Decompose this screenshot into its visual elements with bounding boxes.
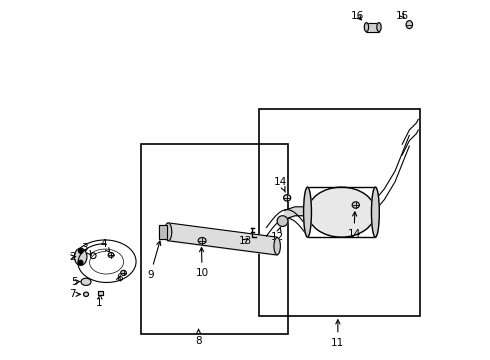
Ellipse shape: [198, 238, 206, 244]
Ellipse shape: [304, 187, 312, 237]
Circle shape: [78, 249, 83, 253]
Text: 11: 11: [331, 320, 344, 347]
Text: 5: 5: [71, 277, 80, 287]
Ellipse shape: [274, 238, 280, 255]
Text: 2: 2: [70, 252, 76, 262]
Ellipse shape: [74, 248, 87, 265]
Text: 15: 15: [395, 11, 409, 21]
Ellipse shape: [165, 223, 172, 241]
Ellipse shape: [284, 195, 291, 201]
Text: 3: 3: [82, 243, 92, 255]
Text: 13: 13: [238, 236, 252, 246]
Ellipse shape: [108, 252, 114, 257]
Text: 14: 14: [347, 212, 361, 239]
Text: 1: 1: [97, 295, 103, 308]
Bar: [367, 23, 379, 32]
Ellipse shape: [121, 270, 126, 275]
Ellipse shape: [352, 202, 359, 208]
Ellipse shape: [377, 23, 381, 32]
Polygon shape: [367, 23, 379, 32]
Text: 12: 12: [270, 227, 284, 242]
Bar: [159, 225, 168, 239]
Text: 4: 4: [100, 239, 110, 252]
Bar: [98, 292, 103, 295]
Circle shape: [78, 260, 83, 265]
Text: 10: 10: [196, 248, 209, 278]
Text: 8: 8: [195, 329, 202, 346]
Text: 6: 6: [116, 273, 122, 283]
Text: 9: 9: [147, 241, 161, 280]
Bar: [98, 292, 103, 295]
Ellipse shape: [83, 292, 89, 296]
Ellipse shape: [308, 187, 375, 237]
Text: 16: 16: [351, 11, 364, 21]
Text: 7: 7: [70, 289, 80, 299]
Ellipse shape: [364, 23, 368, 32]
Ellipse shape: [406, 21, 413, 28]
Text: 14: 14: [274, 177, 287, 192]
Ellipse shape: [277, 216, 288, 226]
Bar: [159, 225, 168, 239]
Ellipse shape: [81, 278, 91, 285]
Ellipse shape: [371, 187, 379, 237]
